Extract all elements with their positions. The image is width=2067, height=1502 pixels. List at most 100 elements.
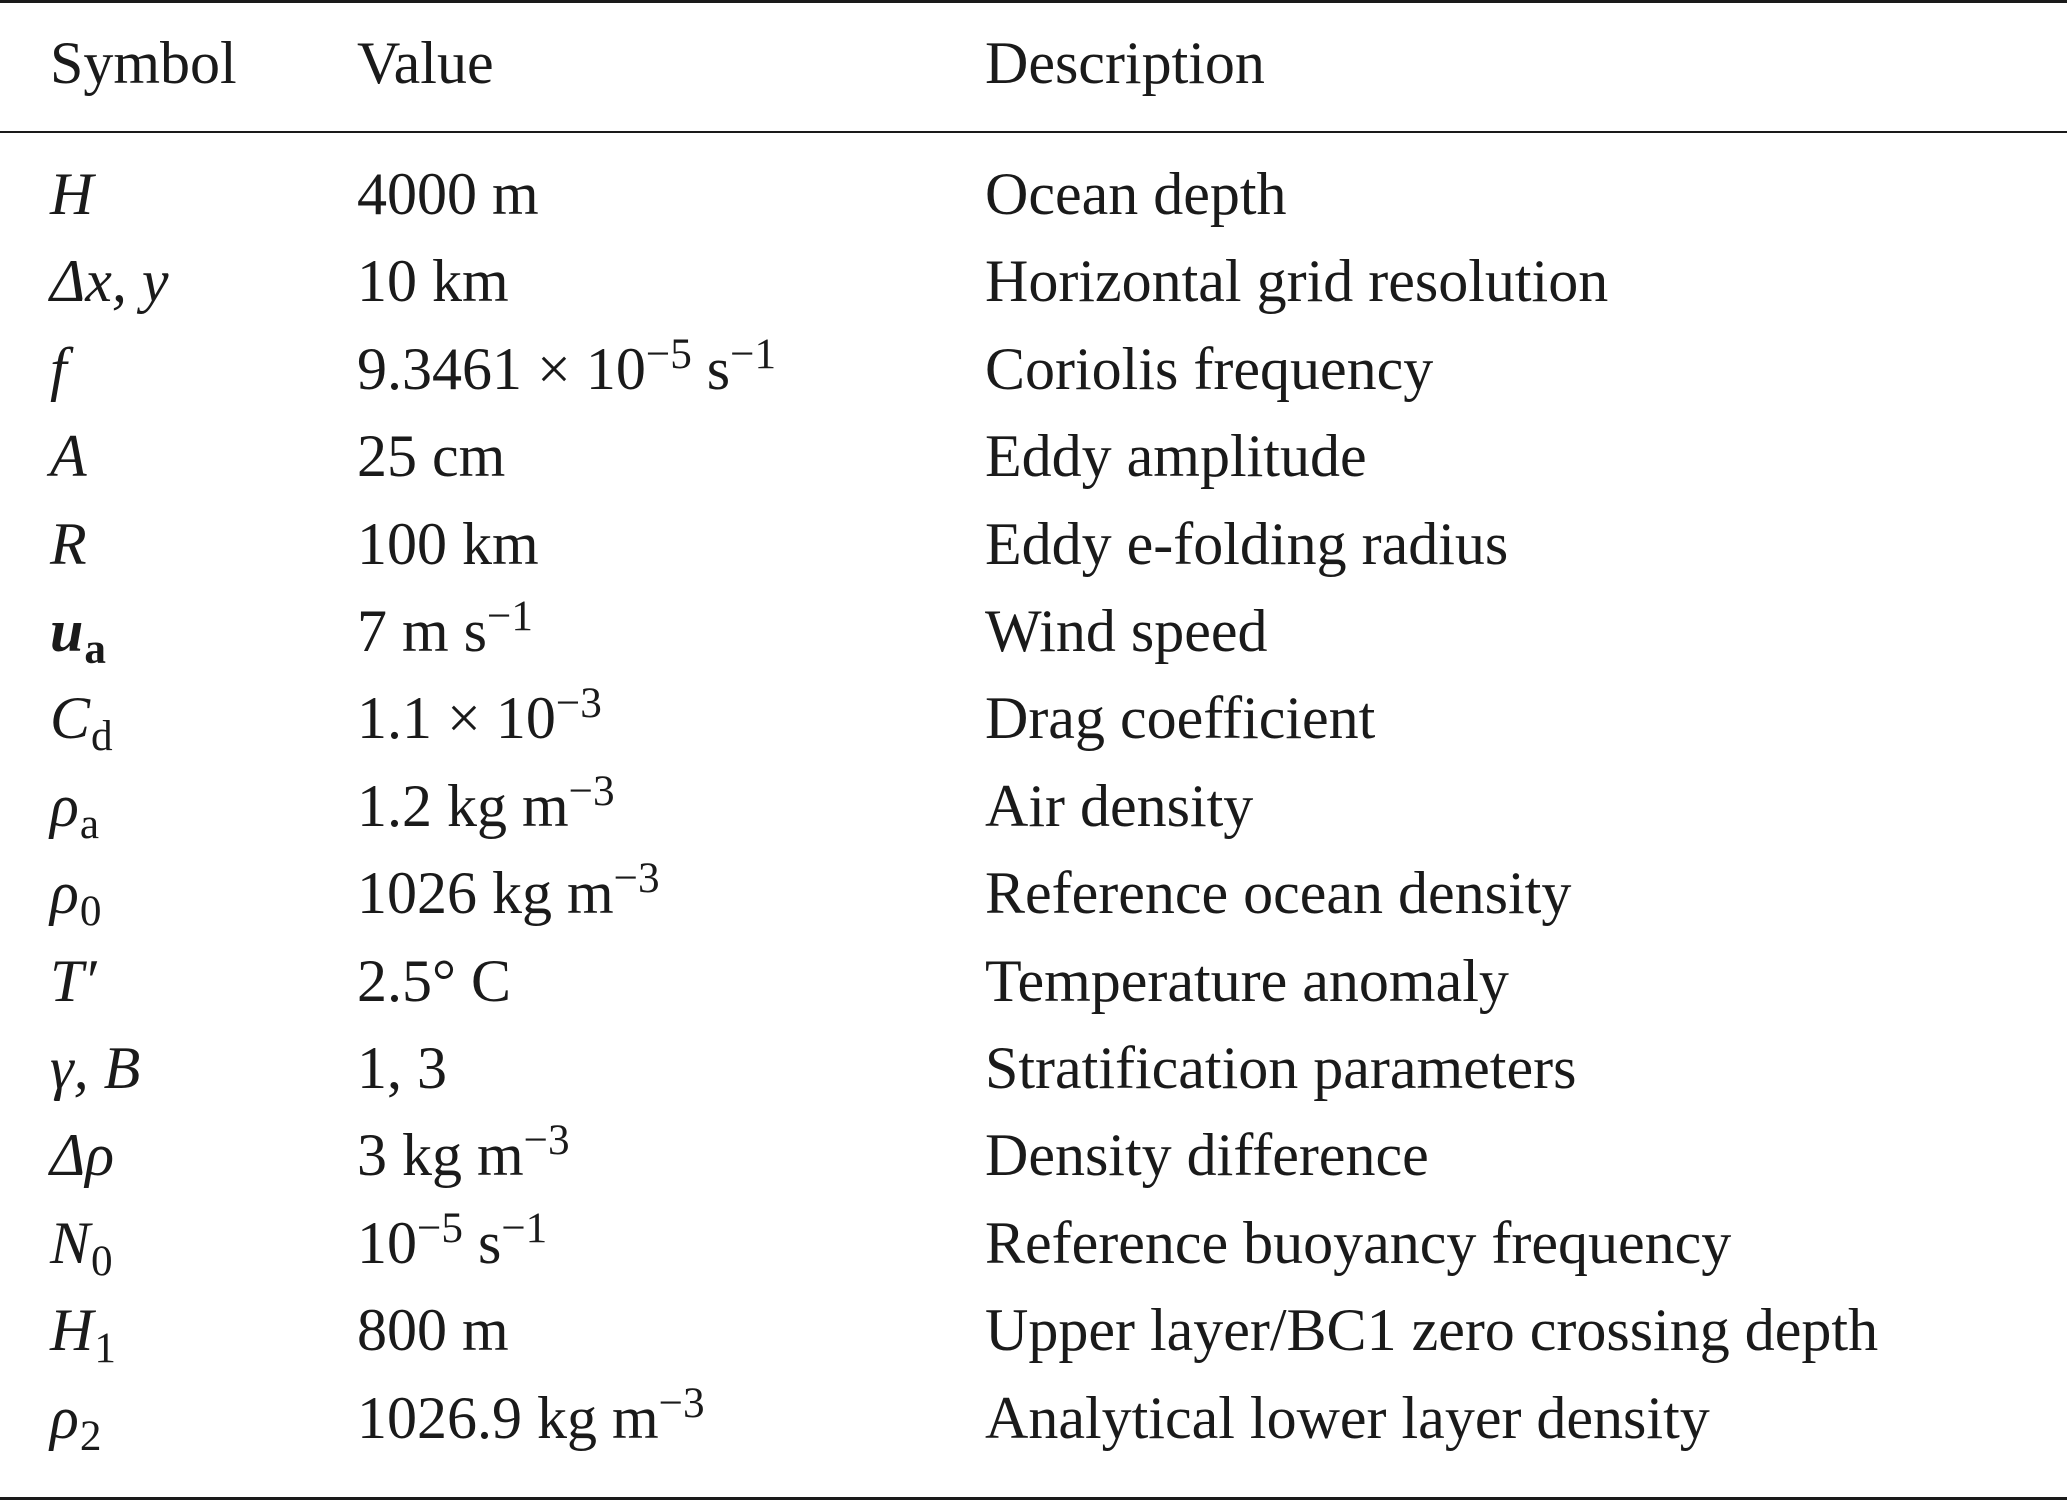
table-row: T′ 2.5° C Temperature anomaly: [0, 937, 2067, 1025]
value-cell: 1.2 kg m−3: [357, 762, 615, 857]
symbol-main: C: [50, 685, 91, 751]
symbol-main: ρ: [50, 773, 79, 839]
symbol-main: N: [50, 1210, 91, 1276]
table-row: R 100 km Eddy e-folding radius: [0, 500, 2067, 588]
symbol-main: ρ: [50, 1385, 79, 1451]
description-cell: Ocean depth: [985, 161, 1287, 227]
symbol-subscript: 2: [79, 1413, 102, 1461]
symbol-subscript: 0: [91, 1238, 113, 1286]
table-row: H1 800 m Upper layer/BC1 zero crossing dep…: [0, 1286, 2067, 1374]
symbol-subscript: a: [84, 626, 106, 674]
value-text: 1026.9 kg m: [357, 1385, 659, 1451]
table-row: f 9.3461 × 10−5 s−1 Coriolis frequency: [0, 325, 2067, 413]
table-row: ρa 1.2 kg m−3 Air density: [0, 762, 2067, 850]
symbol-main: γ, B: [50, 1035, 141, 1101]
value-superscript: −3: [568, 768, 615, 816]
description-cell: Upper layer/BC1 zero crossing depth: [985, 1297, 1879, 1363]
table-row: Δx, y 10 km Horizontal grid resolution: [0, 237, 2067, 325]
value-cell: 1026 kg m−3: [357, 849, 660, 944]
value-superscript: −1: [487, 593, 533, 641]
symbol-main: Δx, y: [50, 248, 169, 314]
table-header-row: Symbol Value Description: [0, 19, 2067, 107]
value-cell: 4000 m: [357, 150, 539, 238]
symbol-main: A: [50, 423, 87, 489]
symbol-cell: T′: [50, 937, 97, 1025]
value-text: 1026 kg m: [357, 860, 614, 926]
header-rule: [0, 131, 2067, 133]
description-cell: Drag coefficient: [985, 685, 1376, 751]
value-text: 1, 3: [357, 1035, 447, 1101]
value-text-unit: s: [691, 336, 731, 402]
bottom-rule: [0, 1497, 2067, 1500]
header-symbol: Symbol: [50, 30, 237, 96]
description-cell: Reference buoyancy frequency: [985, 1210, 1732, 1276]
symbol-cell: Δx, y: [50, 237, 168, 325]
value-text: 4000 m: [357, 161, 539, 227]
value-superscript: −3: [523, 1117, 570, 1165]
symbol-subscript: 1: [94, 1325, 116, 1373]
value-cell: 1026.9 kg m−3: [357, 1374, 705, 1469]
value-superscript: −5: [417, 1205, 463, 1253]
symbol-main: H: [50, 1297, 94, 1363]
value-cell: 10−5 s−1: [357, 1199, 547, 1294]
symbol-main: f: [50, 336, 67, 402]
symbol-cell: ua: [50, 587, 106, 682]
symbol-subscript: a: [79, 801, 99, 849]
table-row: γ, B 1, 3 Stratification parameters: [0, 1024, 2067, 1112]
value-text: 10: [357, 1210, 417, 1276]
symbol-cell: f: [50, 325, 67, 413]
value-text: 7 m s: [357, 598, 488, 664]
description-cell: Horizontal grid resolution: [985, 248, 1609, 314]
symbol-main: u: [50, 598, 84, 664]
value-cell: 800 m: [357, 1286, 509, 1374]
symbol-cell: γ, B: [50, 1024, 140, 1112]
value-text: 800 m: [357, 1297, 509, 1363]
description-cell: Wind speed: [985, 598, 1268, 664]
description-cell: Density difference: [985, 1122, 1429, 1188]
symbol-cell: N0: [50, 1199, 113, 1294]
value-cell: 9.3461 × 10−5 s−1: [357, 325, 776, 420]
value-text-unit: s: [462, 1210, 502, 1276]
value-superscript: −3: [658, 1380, 705, 1428]
header-description: Description: [985, 30, 1265, 96]
value-cell: 2.5° C: [357, 937, 511, 1025]
value-cell: 100 km: [357, 500, 539, 588]
symbol-cell: A: [50, 412, 87, 500]
symbol-cell: Δρ: [50, 1111, 114, 1199]
symbol-cell: ρa: [50, 762, 99, 857]
description-cell: Eddy e-folding radius: [985, 511, 1509, 577]
description-cell: Coriolis frequency: [985, 336, 1434, 402]
symbol-main: R: [50, 511, 87, 577]
table-row: ρ0 1026 kg m−3 Reference ocean density: [0, 849, 2067, 937]
value-cell: 25 cm: [357, 412, 505, 500]
value-cell: 7 m s−1: [357, 587, 533, 682]
value-cell: 10 km: [357, 237, 509, 325]
symbol-cell: H: [50, 150, 93, 238]
value-superscript: −3: [555, 680, 602, 728]
value-superscript: −5: [645, 331, 692, 379]
value-cell: 1, 3: [357, 1024, 447, 1112]
symbol-cell: H1: [50, 1286, 116, 1381]
description-cell: Reference ocean density: [985, 860, 1572, 926]
description-cell: Temperature anomaly: [985, 948, 1509, 1014]
symbol-subscript: 0: [79, 888, 102, 936]
description-cell: Eddy amplitude: [985, 423, 1367, 489]
value-text: 3 kg m: [357, 1122, 524, 1188]
symbol-main: ρ: [50, 860, 79, 926]
value-text: 9.3461 × 10: [357, 336, 646, 402]
value-text: 1.1 × 10: [357, 685, 556, 751]
description-cell: Air density: [985, 773, 1254, 839]
value-cell: 3 kg m−3: [357, 1111, 570, 1206]
header-value: Value: [357, 30, 494, 96]
value-text: 25 cm: [357, 423, 506, 489]
symbol-main: Δρ: [50, 1122, 115, 1188]
table-row: H 4000 m Ocean depth: [0, 150, 2067, 238]
table-row: ρ2 1026.9 kg m−3 Analytical lower layer de…: [0, 1374, 2067, 1462]
symbol-main: T′: [50, 948, 97, 1014]
value-text: 100 km: [357, 511, 539, 577]
symbol-cell: ρ0: [50, 849, 101, 944]
description-cell: Stratification parameters: [985, 1035, 1577, 1101]
symbol-cell: Cd: [50, 674, 113, 769]
value-text: 2.5° C: [357, 948, 512, 1014]
